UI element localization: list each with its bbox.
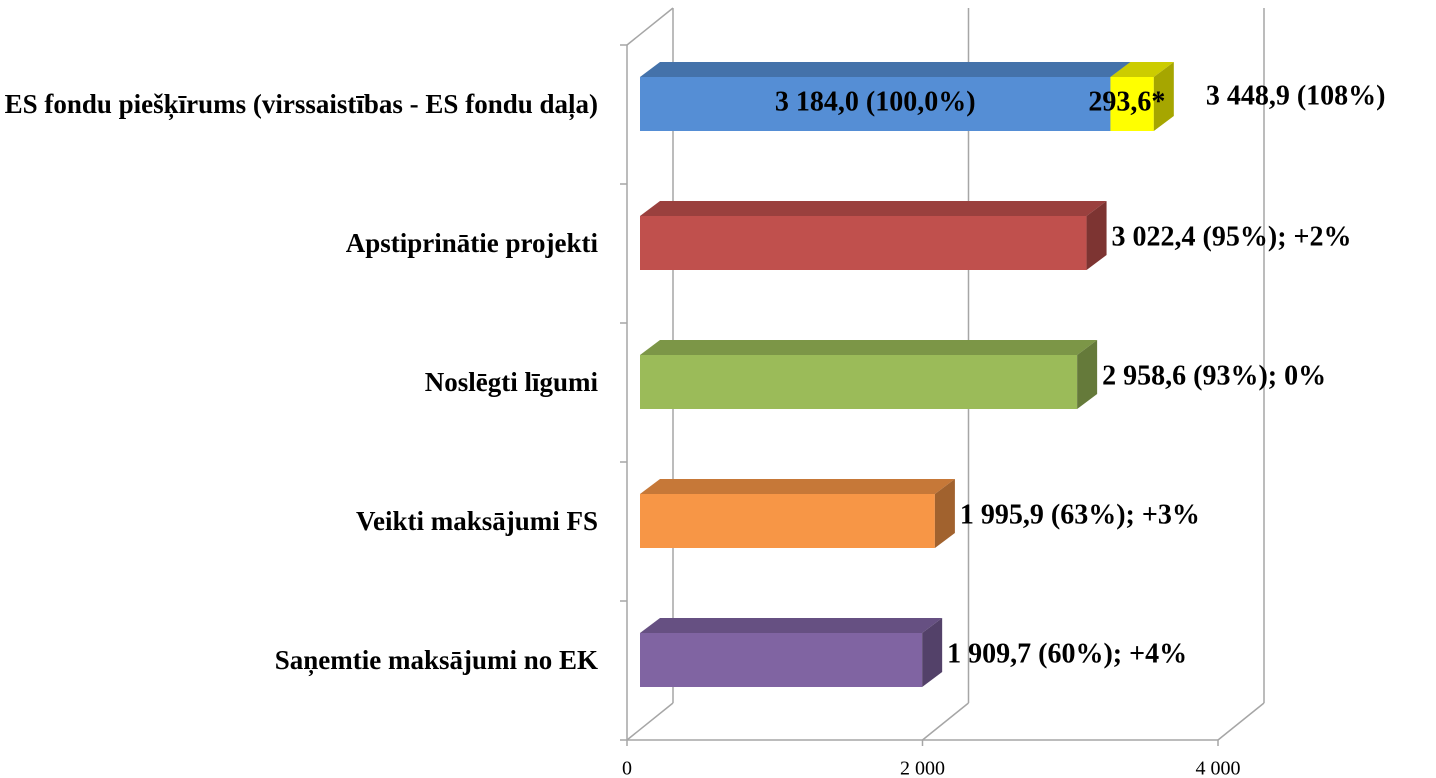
- grid-line-floor: [922, 702, 969, 741]
- category-label: Veikti maksājumi FS: [0, 504, 598, 538]
- bar-top: [640, 201, 1107, 216]
- x-tick-label: 2 000: [900, 758, 945, 778]
- data-label: 3 184,0 (100,0%): [775, 86, 976, 117]
- data-label: 3 022,4 (95%); +2%: [1112, 221, 1352, 252]
- bar-top: [1110, 62, 1174, 77]
- annotation: 3 448,9 (108%): [1206, 80, 1386, 111]
- data-label: 1 909,7 (60%); +4%: [947, 638, 1187, 669]
- bar: [640, 494, 935, 548]
- data-label: 2 958,6 (93%); 0%: [1102, 360, 1326, 391]
- bar-side: [1077, 340, 1098, 409]
- bar-top: [640, 479, 955, 494]
- category-label: ES fondu piešķīrums (virssaistības - ES …: [0, 87, 598, 121]
- bar-top: [640, 62, 1131, 77]
- bar: [640, 355, 1078, 409]
- bar: [640, 77, 1111, 131]
- category-label: Noslēgti līgumi: [0, 365, 598, 399]
- category-text: ES fondu piešķīrums (virssaistības - ES …: [4, 89, 598, 119]
- bar-side: [1153, 62, 1174, 131]
- category-text: Apstiprinātie projekti: [345, 228, 598, 258]
- category-text: Noslēgti līgumi: [424, 367, 598, 397]
- axis-wall: [626, 7, 674, 46]
- x-tick-label: 0: [622, 758, 632, 778]
- bar-side: [934, 479, 955, 548]
- category-text: Veikti maksājumi FS: [355, 506, 598, 536]
- bar: [640, 216, 1087, 270]
- x-tick-label: 4 000: [1196, 758, 1241, 778]
- data-label: 293,6*: [1088, 86, 1165, 117]
- category-text: Saņemtie maksājumi no EK: [274, 645, 598, 675]
- bar-top: [640, 340, 1098, 355]
- bar-top: [640, 618, 943, 633]
- bar-side: [1086, 201, 1107, 270]
- category-label: Apstiprinātie projekti: [0, 226, 598, 260]
- bar: [1110, 77, 1154, 131]
- grid-line-floor: [626, 702, 674, 741]
- bar: [640, 633, 923, 687]
- grid-line-floor: [1217, 702, 1265, 741]
- category-label: Saņemtie maksājumi no EK: [0, 643, 598, 677]
- data-label: 1 995,9 (63%); +3%: [960, 499, 1200, 530]
- bar-side: [922, 618, 943, 687]
